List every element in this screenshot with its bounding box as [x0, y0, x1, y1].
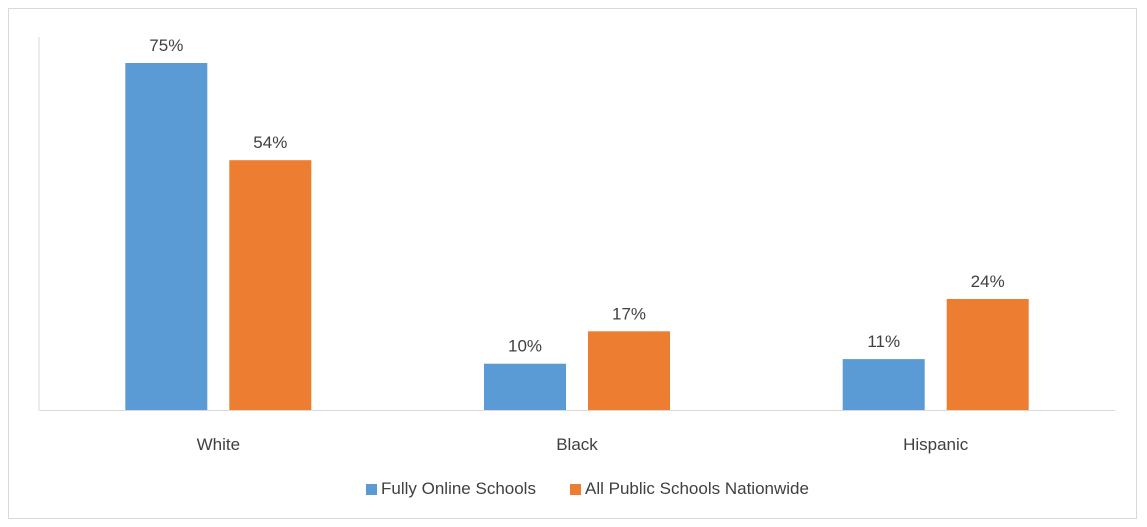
data-label-black-series-1: 10% [508, 337, 542, 356]
bar-hispanic-series-1 [842, 359, 925, 410]
data-label-hispanic-series-1: 11% [867, 332, 900, 351]
category-label-white: White [197, 435, 240, 454]
legend-swatch-series-1 [366, 484, 377, 495]
data-label-white-series-1: 75% [149, 36, 183, 55]
category-label-black: Black [556, 435, 598, 454]
bar-white-series-1 [125, 63, 208, 410]
category-labels-layer: White Black Hispanic [197, 435, 969, 454]
data-label-black-series-2: 17% [612, 304, 646, 323]
bar-hispanic-series-2 [946, 299, 1029, 410]
data-label-hispanic-series-2: 24% [971, 272, 1005, 291]
bars-layer [125, 63, 1029, 410]
legend: Fully Online Schools All Public Schools N… [366, 479, 809, 498]
value-labels-layer: 75% 54% 10% 17% 11% 24% [149, 36, 1004, 356]
bar-black-series-2 [588, 331, 670, 410]
legend-label-series-1: Fully Online Schools [381, 479, 536, 498]
legend-label-series-2: All Public Schools Nationwide [585, 479, 809, 498]
legend-swatch-series-2 [570, 484, 581, 495]
data-label-white-series-2: 54% [253, 133, 287, 152]
bar-black-series-1 [484, 363, 566, 410]
bar-white-series-2 [229, 160, 312, 410]
category-label-hispanic: Hispanic [903, 435, 969, 454]
